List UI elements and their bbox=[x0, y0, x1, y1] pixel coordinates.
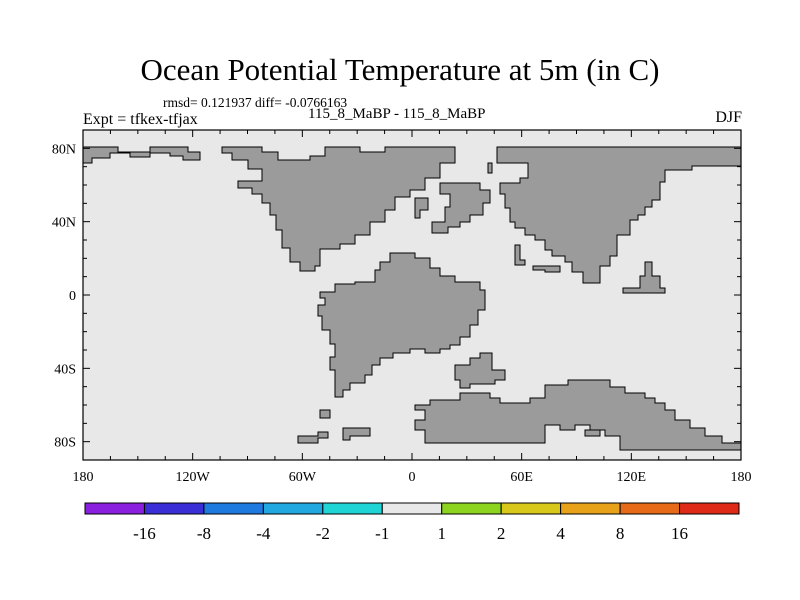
land-layer bbox=[82, 146, 742, 451]
colorbar-segment bbox=[143, 502, 205, 515]
land-small-island bbox=[319, 409, 331, 419]
lat-tick-label: 80N bbox=[52, 142, 76, 157]
land-south-asia bbox=[622, 261, 666, 294]
colorbar-label: -4 bbox=[256, 524, 271, 543]
lat-tick-label: 0 bbox=[69, 289, 76, 304]
colorbar-segment bbox=[203, 502, 264, 515]
season-label: DJF bbox=[715, 109, 742, 126]
land-africa-south-america bbox=[317, 252, 486, 398]
colorbar-segment bbox=[441, 502, 502, 515]
colorbar-label: 1 bbox=[437, 524, 446, 543]
colorbar-segment bbox=[262, 502, 324, 515]
lon-tick-label: 0 bbox=[409, 470, 416, 485]
colorbar-label: -16 bbox=[133, 524, 156, 543]
lon-tick-label: 180 bbox=[731, 470, 752, 485]
case-label: 115_8_MaBP - 115_8_MaBP bbox=[308, 106, 486, 122]
colorbar-label: 8 bbox=[616, 524, 625, 543]
lon-tick-label: 60E bbox=[510, 470, 533, 485]
colorbar-segment bbox=[500, 502, 562, 515]
rmsd-diff-stats: rmsd= 0.121937 diff= -0.0766163 bbox=[163, 95, 348, 110]
land-australia-antarctica bbox=[414, 379, 742, 451]
land-madagascar-block bbox=[454, 352, 506, 389]
land-europe-fragment bbox=[414, 197, 429, 219]
colorbar-label: 16 bbox=[671, 524, 688, 543]
lon-tick-label: 120E bbox=[617, 470, 647, 485]
lon-tick-label: 180 bbox=[73, 470, 94, 485]
axes: 180 120W 60W 0 60E 120E 180 80N 40N 0 40S 80S bbox=[52, 129, 752, 485]
land-asia-north bbox=[487, 162, 493, 174]
land-arabia bbox=[514, 244, 526, 266]
land-north-america bbox=[221, 146, 456, 272]
colorbar-segment bbox=[560, 502, 621, 515]
colorbar-label: -8 bbox=[197, 524, 211, 543]
colorbar-segment bbox=[381, 502, 443, 515]
colorbar-segment bbox=[619, 502, 681, 515]
lat-tick-label: 40S bbox=[54, 362, 76, 377]
land-antarctica-west bbox=[342, 427, 371, 441]
experiment-label: Expt = tfkex-tfjax bbox=[83, 111, 198, 128]
plot-title: Ocean Potential Temperature at 5m (in C) bbox=[140, 52, 660, 87]
lat-tick-label: 80S bbox=[54, 436, 76, 451]
land-antarctic-peninsula bbox=[297, 431, 329, 444]
colorbar-segment bbox=[679, 502, 740, 515]
colorbar-label: 4 bbox=[556, 524, 565, 543]
land-central-asia bbox=[431, 182, 491, 234]
colorbar: -16 -8 -4 -2 -1 1 2 4 8 16 bbox=[84, 502, 740, 543]
colorbar-segment bbox=[322, 502, 383, 515]
lon-tick-label: 120W bbox=[176, 470, 211, 485]
lon-tick-label: 60W bbox=[289, 470, 317, 485]
land-northern-arctic bbox=[82, 146, 201, 164]
colorbar-segment bbox=[84, 502, 145, 515]
land-antarctic-islands bbox=[584, 429, 601, 437]
colorbar-label: -2 bbox=[316, 524, 330, 543]
colorbar-label: 2 bbox=[497, 524, 506, 543]
lat-tick-label: 40N bbox=[52, 216, 76, 231]
land-eurasia bbox=[496, 146, 742, 284]
colorbar-label: -1 bbox=[375, 524, 389, 543]
land-peninsula bbox=[532, 265, 561, 273]
